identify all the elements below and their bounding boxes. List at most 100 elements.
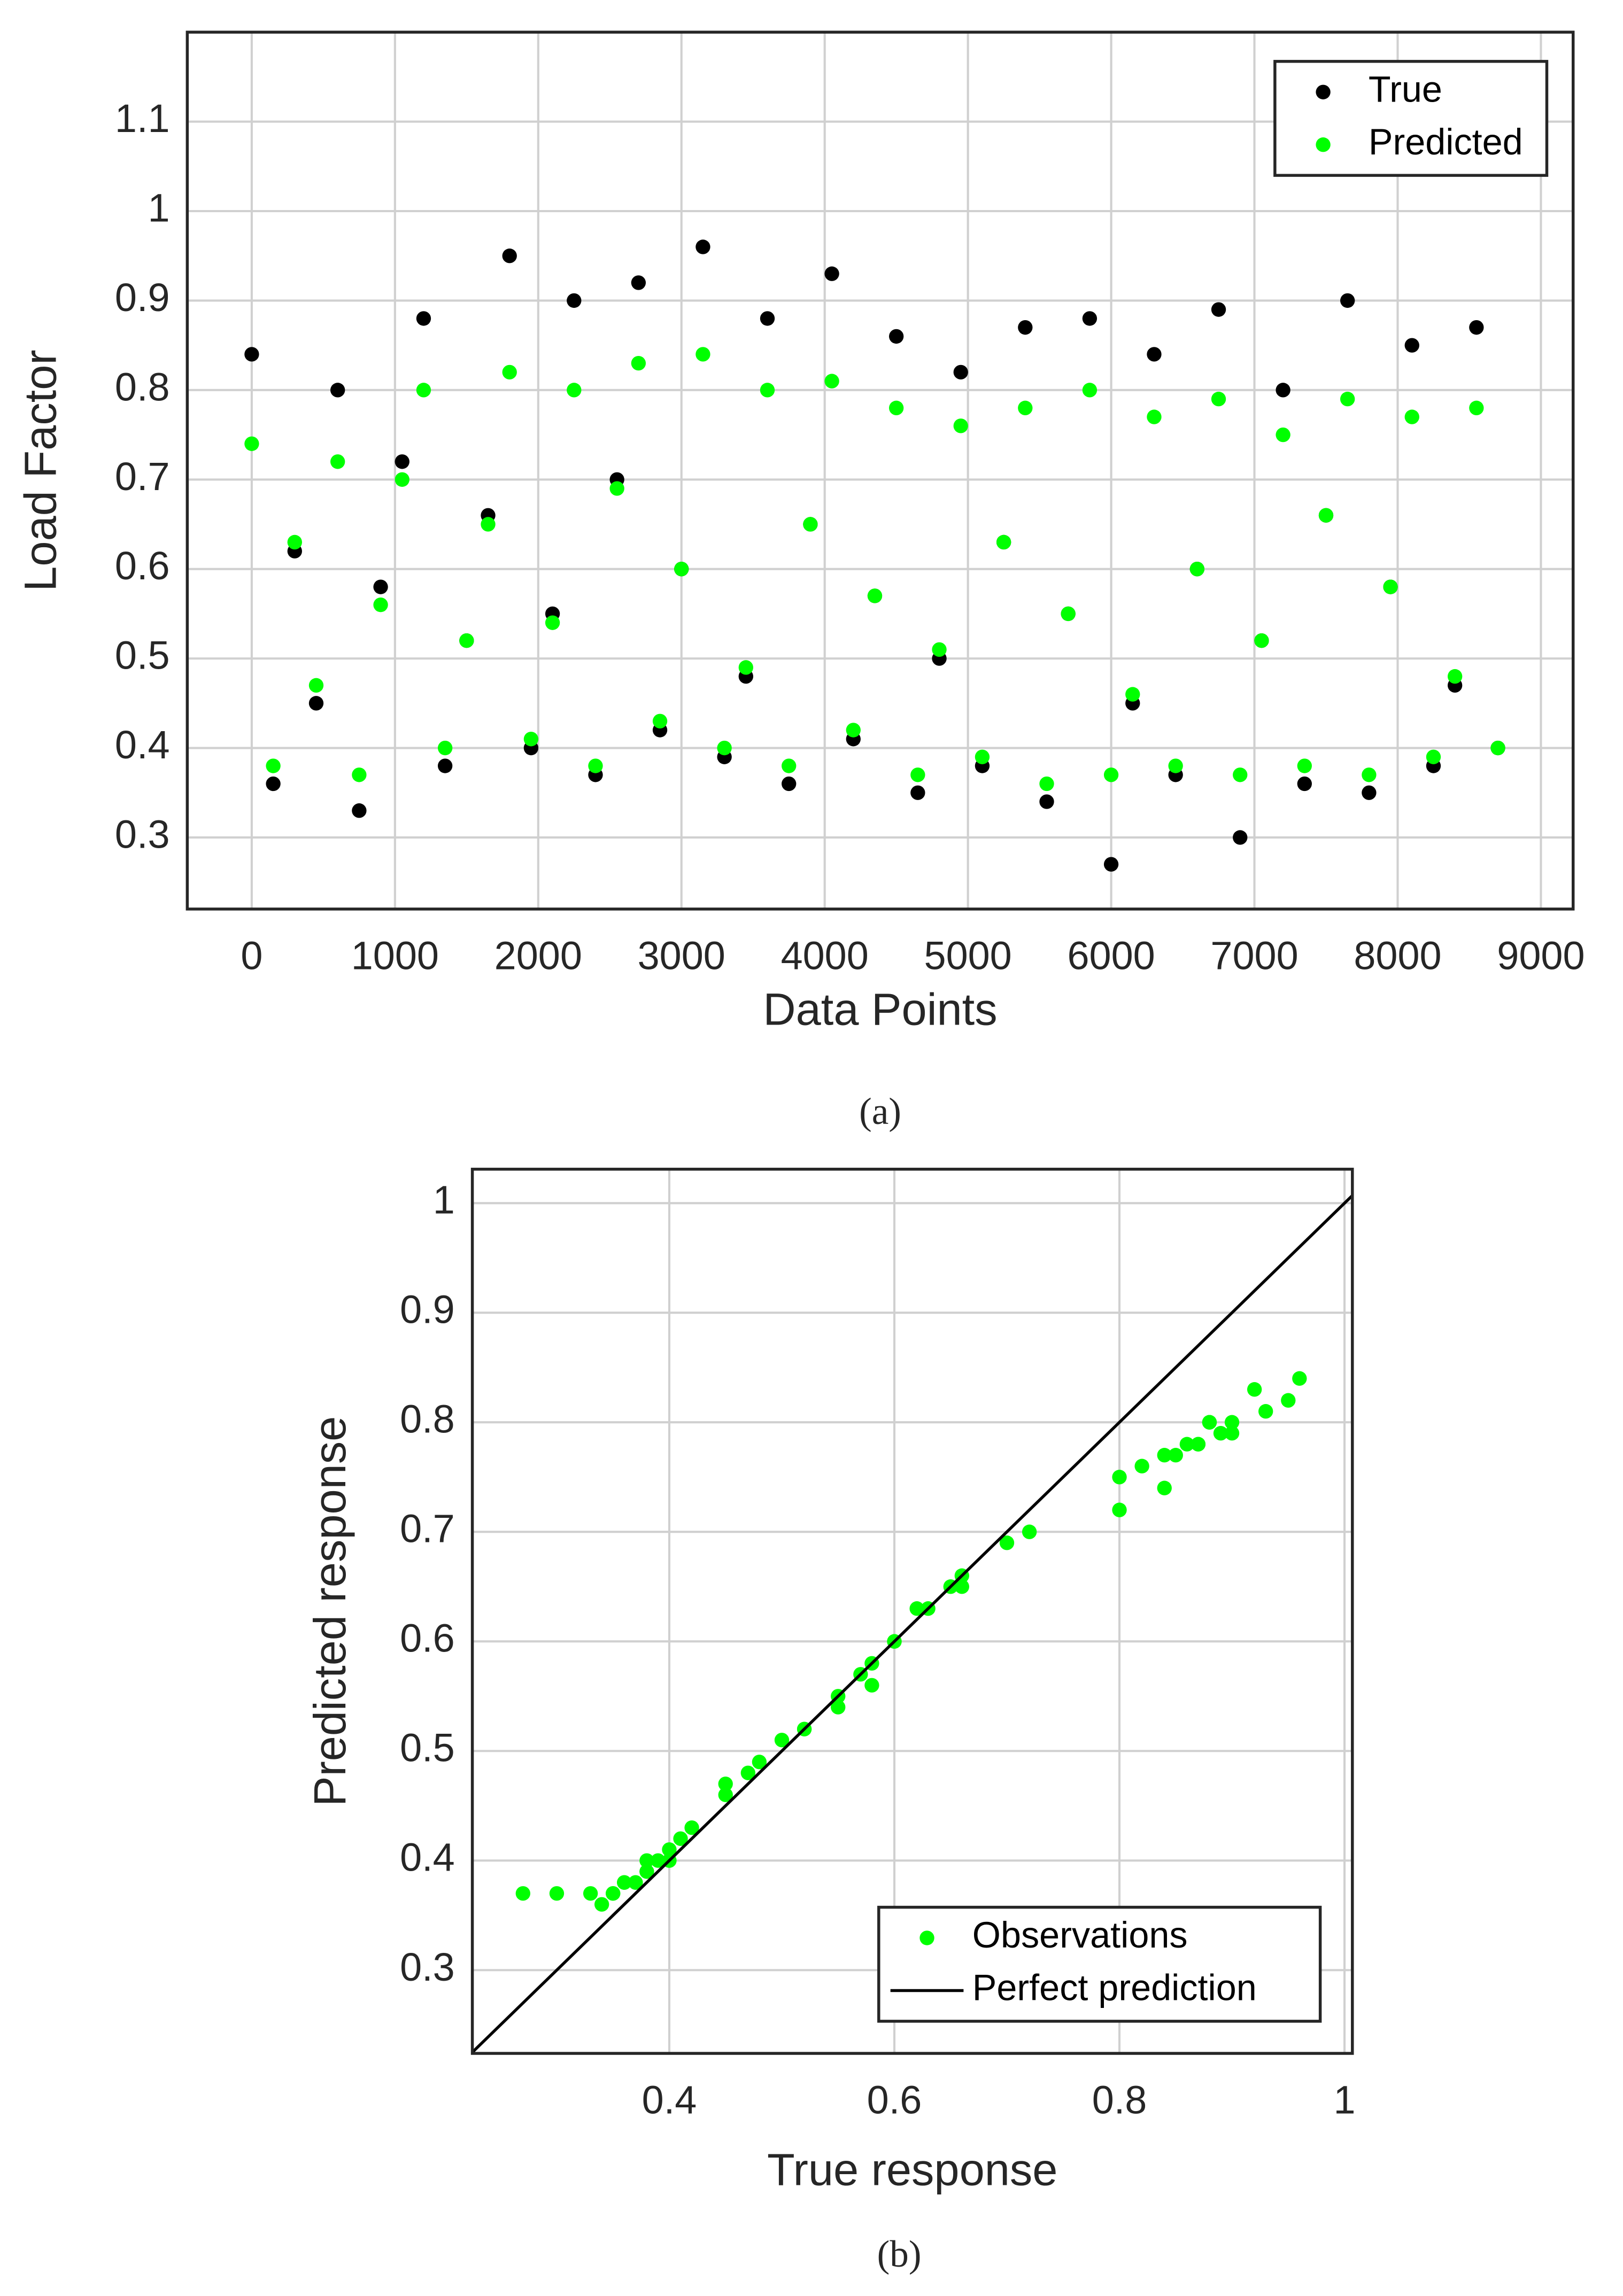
x-tick-label: 0.6 [867,2078,922,2122]
point [831,1700,846,1715]
point [502,249,517,263]
point [373,597,388,612]
chart: 0.4 0.6 0.8 1 0.3 0.4 0.5 0.6 0.7 0.8 0.9 1 True res… [304,1167,1356,2275]
point [631,355,646,371]
point [567,383,582,398]
legend: Observations Perfect prediction [877,1905,1322,2023]
point [588,758,603,773]
point [718,1777,733,1791]
y-tick-label: 0.7 [115,454,170,499]
point [609,481,624,496]
point [867,588,883,603]
point [909,1601,924,1616]
point [1318,508,1334,523]
point [1404,338,1419,353]
y-tick-label: 0.4 [115,723,170,767]
point [718,1787,733,1802]
point [1039,776,1054,792]
point [1112,1502,1127,1517]
point [1202,1415,1217,1430]
point [1179,1437,1195,1452]
y-axis-label: Load Factor [15,350,66,591]
point [1157,1448,1172,1463]
x-tick-label: 1000 [351,933,439,978]
point [1112,1470,1127,1485]
point [652,713,668,728]
x-tick-label: 6000 [1067,933,1155,978]
point [515,1886,530,1901]
point [996,534,1011,550]
y-tick-label: 1 [148,186,169,230]
point [846,723,861,738]
point [1211,391,1226,407]
point [459,633,474,648]
legend-swatch [919,1930,934,1945]
x-tick-label: 8000 [1354,933,1441,978]
axes-box [186,30,1575,911]
point [999,1535,1015,1550]
x-tick-label: 9000 [1497,933,1585,978]
point [1211,302,1226,317]
x-tick-label: 3000 [638,933,725,978]
point [266,776,281,792]
caption: (a) [859,1091,901,1133]
point [567,293,582,308]
point [824,374,839,389]
x-tick-label: 0.4 [642,2078,697,2122]
point [953,418,968,433]
point [717,740,732,756]
point [975,749,990,764]
point [352,803,367,818]
x-axis-label: True response [767,2144,1057,2195]
y-tick-label: 0.9 [115,275,170,320]
legend-label: Observations [972,1915,1188,1956]
point [824,266,839,281]
legend: True Predicted [1273,60,1549,177]
y-tick-label: 0.5 [400,1726,455,1770]
point [782,758,797,773]
point [738,660,753,675]
point [395,472,409,487]
point [617,1875,632,1890]
point [1157,1480,1172,1495]
point [910,767,925,782]
point [662,1842,677,1857]
point [502,364,517,380]
point [606,1886,621,1901]
point [1340,391,1355,407]
point [953,364,968,380]
data-layer [244,239,1505,872]
point [1168,758,1183,773]
legend-swatch [1316,84,1331,99]
point [888,329,904,344]
point [673,1831,688,1846]
point [1191,1437,1206,1452]
point [628,1875,643,1890]
point [1490,740,1505,756]
point [416,311,431,326]
point [774,1733,790,1748]
point [695,347,710,362]
legend-swatch [1316,137,1331,152]
point [752,1755,767,1770]
point [1276,383,1290,398]
point [1281,1393,1296,1408]
point [1022,1524,1037,1539]
point [437,740,453,756]
point [1362,767,1377,782]
point [481,517,496,532]
point [1061,606,1076,622]
point [760,311,775,326]
point [954,1579,969,1594]
point [639,1864,654,1879]
y-tick-label: 0.4 [400,1835,455,1880]
y-tick-label: 0.8 [400,1397,455,1441]
point [695,239,710,254]
y-tick-label: 0.3 [115,812,170,856]
legend-box [877,1905,1322,2023]
point [437,758,453,773]
point [1147,347,1162,362]
legend-label: True [1369,69,1442,110]
